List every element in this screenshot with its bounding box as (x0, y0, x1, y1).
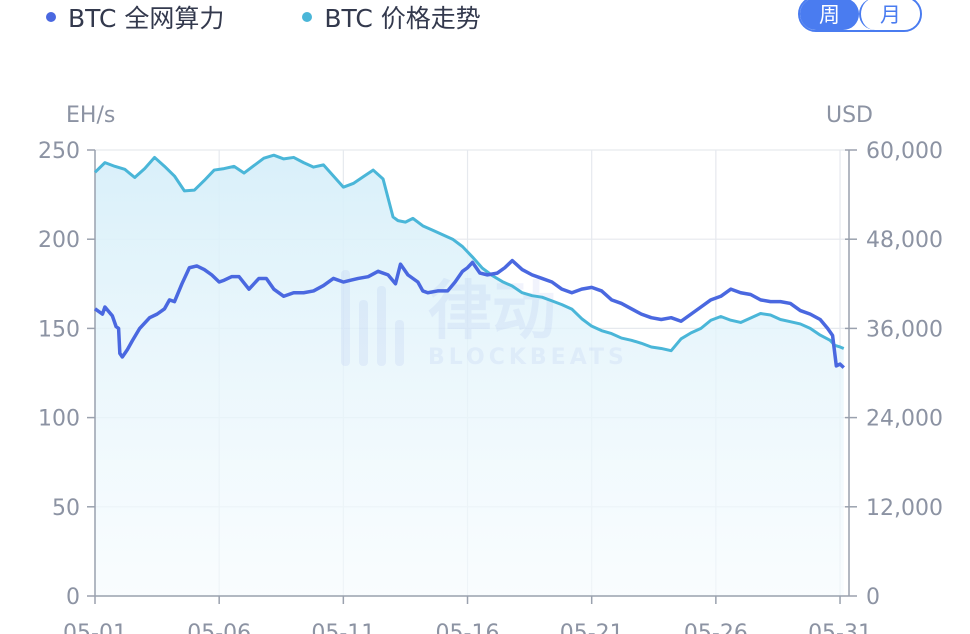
y-right-tick-label: 12,000 (866, 496, 943, 521)
hashrate-series-line (93, 258, 845, 369)
chart-legend: BTC 全网算力 BTC 价格走势 (46, 0, 559, 34)
y-left-tick-label: 0 (66, 585, 80, 610)
legend-item-price[interactable]: BTC 价格走势 (302, 0, 481, 35)
month-toggle-button[interactable]: 月 (859, 0, 920, 30)
x-tick-label: 05-06 (187, 621, 251, 634)
y-right-tick-label: 0 (866, 585, 880, 610)
x-tick-label: 05-01 (63, 621, 127, 634)
watermark-text: 律动 (428, 275, 556, 349)
y-left-tick-label: 100 (38, 407, 80, 432)
y-left-axis-title: EH/s (66, 103, 115, 128)
legend-dot-price (302, 12, 313, 22)
week-toggle-button[interactable]: 周 (800, 0, 859, 30)
legend-item-hashrate[interactable]: BTC 全网算力 (46, 0, 224, 35)
axis-layer (87, 149, 857, 604)
price-series-line (93, 153, 845, 353)
watermark-logo-bars (341, 270, 404, 366)
tick-layer: 0 0 50 12,000 100 24,000 150 36,000 200 48,000 250… (38, 139, 943, 634)
watermark-subtext: BLOCKBEATS (428, 345, 628, 370)
y-left-tick-label: 150 (38, 317, 80, 342)
x-tick-label: 05-21 (560, 621, 624, 634)
y-right-tick-label: 60,000 (866, 139, 943, 164)
x-tick-label: 05-31 (808, 621, 872, 634)
x-tick-label: 05-26 (684, 621, 748, 634)
legend-label-hashrate: BTC 全网算力 (68, 4, 225, 33)
legend-dot-hashrate (46, 12, 56, 22)
y-left-tick-label: 200 (38, 228, 80, 253)
period-toggle: 周 月 (798, 0, 922, 32)
price-area-fill (95, 155, 844, 596)
y-right-tick-label: 48,000 (866, 228, 943, 253)
y-right-tick-label: 24,000 (866, 407, 943, 432)
y-left-tick-label: 50 (52, 496, 80, 521)
x-tick-label: 05-16 (436, 621, 500, 634)
y-left-tick-label: 250 (38, 139, 80, 164)
x-tick-label: 05-11 (311, 621, 375, 634)
y-right-axis-title: USD (826, 103, 873, 128)
legend-label-price: BTC 价格走势 (324, 4, 481, 33)
y-right-tick-label: 36,000 (866, 317, 943, 342)
